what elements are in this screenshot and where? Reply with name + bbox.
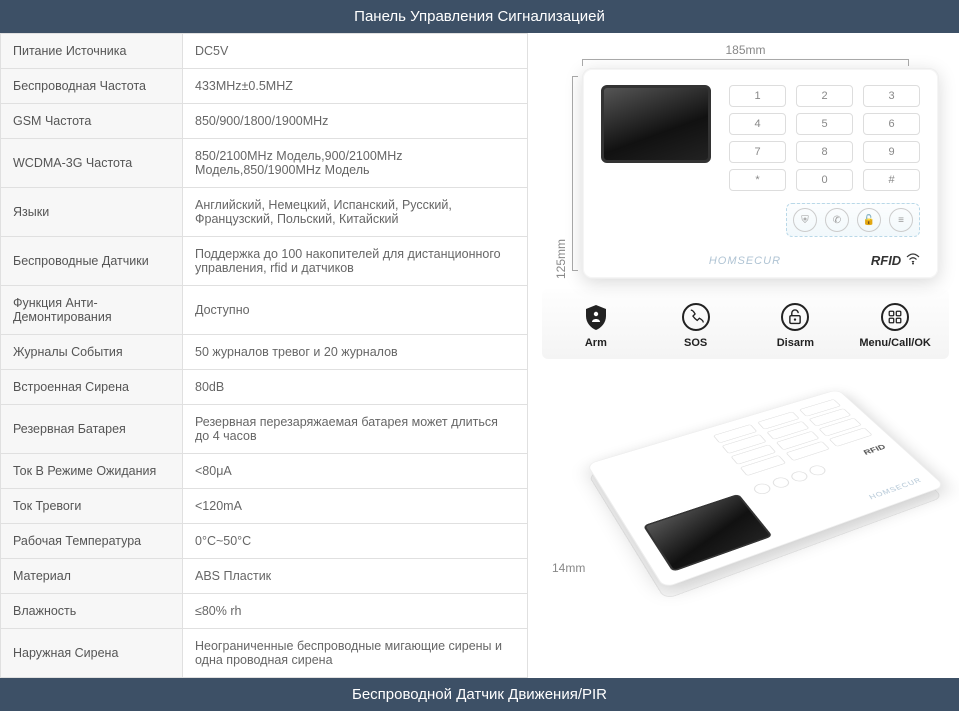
dimension-height: 125mm xyxy=(552,68,570,279)
table-row: Влажность≤80% rh xyxy=(1,594,528,629)
spec-key: Функция Анти-Демонтирования xyxy=(1,286,183,335)
table-row: Функция Анти-ДемонтированияДоступно xyxy=(1,286,528,335)
shield-icon xyxy=(582,303,610,331)
table-row: Ток Тревоги<120mA xyxy=(1,489,528,524)
spec-key: WCDMA-3G Частота xyxy=(1,139,183,188)
soft-keys-group: ⛨ ✆ 🔓 ≡ xyxy=(786,203,920,237)
softkey-menu-icon: ≡ xyxy=(889,208,913,232)
spec-value: Доступно xyxy=(183,286,528,335)
spec-key: Наружная Сирена xyxy=(1,629,183,678)
keypad-key: 9 xyxy=(863,141,920,163)
keypad-key: # xyxy=(863,169,920,191)
softkey-sos-icon: ✆ xyxy=(825,208,849,232)
spec-value: ABS Пластик xyxy=(183,559,528,594)
spec-value: Английский, Немецкий, Испанский, Русский… xyxy=(183,188,528,237)
disarm-icon xyxy=(781,303,809,331)
spec-value: Неограниченные беспроводные мигающие сир… xyxy=(183,629,528,678)
table-row: WCDMA-3G Частота850/2100MHz Модель,900/2… xyxy=(1,139,528,188)
feature-sos: SOS xyxy=(646,303,746,349)
keypad-key: 0 xyxy=(796,169,853,191)
spec-value: 850/2100MHz Модель,900/2100MHz Модель,85… xyxy=(183,139,528,188)
feature-disarm: Disarm xyxy=(746,303,846,349)
section-header-1: Панель Управления Сигнализацией xyxy=(0,0,959,33)
spec-value: ≤80% rh xyxy=(183,594,528,629)
table-row: GSM Частота850/900/1800/1900MHz xyxy=(1,104,528,139)
spec-key: Языки xyxy=(1,188,183,237)
feature-menu: Menu/Call/OK xyxy=(845,303,945,349)
device-angled-view: RFID HOMSECUR xyxy=(593,375,939,605)
table-row: ЯзыкиАнглийский, Немецкий, Испанский, Ру… xyxy=(1,188,528,237)
table-row: Журналы События50 журналов тревог и 20 ж… xyxy=(1,335,528,370)
sos-icon xyxy=(682,303,710,331)
spec-value: 433MHz±0.5MHZ xyxy=(183,69,528,104)
keypad-key: 1 xyxy=(729,85,786,107)
spec-value: 80dB xyxy=(183,370,528,405)
spec-key: Влажность xyxy=(1,594,183,629)
speaker-grille xyxy=(601,256,619,266)
menu-icon xyxy=(881,303,909,331)
feature-label: Menu/Call/OK xyxy=(845,337,945,349)
softkey-disarm-icon: 🔓 xyxy=(857,208,881,232)
keypad-key: * xyxy=(729,169,786,191)
spec-value: <120mA xyxy=(183,489,528,524)
spec-key: Журналы События xyxy=(1,335,183,370)
table-row: Рабочая Температура0°C~50°C xyxy=(1,524,528,559)
spec-key: Резервная Батарея xyxy=(1,405,183,454)
spec-key: Встроенная Сирена xyxy=(1,370,183,405)
spec-value: 0°C~50°C xyxy=(183,524,528,559)
content-row: Питание ИсточникаDC5VБеспроводная Частот… xyxy=(0,33,959,678)
feature-label: Disarm xyxy=(746,337,846,349)
keypad-key: 2 xyxy=(796,85,853,107)
section-header-2: Беспроводной Датчик Движения/PIR xyxy=(0,678,959,711)
wifi-icon xyxy=(906,253,920,268)
table-row: Наружная СиренаНеограниченные беспроводн… xyxy=(1,629,528,678)
table-row: Беспроводные ДатчикиПоддержка до 100 нак… xyxy=(1,237,528,286)
table-row: Беспроводная Частота433MHz±0.5MHZ xyxy=(1,69,528,104)
table-row: Питание ИсточникаDC5V xyxy=(1,34,528,69)
table-row: Резервная БатареяРезервная перезаряжаема… xyxy=(1,405,528,454)
spec-key: GSM Частота xyxy=(1,104,183,139)
spec-key: Беспроводная Частота xyxy=(1,69,183,104)
device-front-view: 123456789*0# ⛨ ✆ 🔓 ≡ H xyxy=(582,68,939,279)
brand-label: HOMSECUR xyxy=(709,255,781,267)
spec-value: Резервная перезаряжаемая батарея может д… xyxy=(183,405,528,454)
spec-value: <80μA xyxy=(183,454,528,489)
keypad-key: 7 xyxy=(729,141,786,163)
spec-value: 850/900/1800/1900MHz xyxy=(183,104,528,139)
spec-key: Рабочая Температура xyxy=(1,524,183,559)
spec-table: Питание ИсточникаDC5VБеспроводная Частот… xyxy=(0,33,528,678)
spec-value: DC5V xyxy=(183,34,528,69)
spec-value: 50 журналов тревог и 20 журналов xyxy=(183,335,528,370)
device-keypad: 123 456 789 * 0 # xyxy=(729,85,920,191)
rfid-label: RFID xyxy=(871,253,901,268)
device-screen xyxy=(601,85,711,163)
feature-icons-row: ArmSOSDisarmMenu/Call/OK xyxy=(542,289,949,359)
keypad-key: 3 xyxy=(863,85,920,107)
spec-value: Поддержка до 100 накопителей для дистанц… xyxy=(183,237,528,286)
spec-key: Питание Источника xyxy=(1,34,183,69)
product-images-panel: 185mm 125mm 123 456 789 * 0 # ⛨ ✆ 🔓 ≡ xyxy=(528,33,959,678)
spec-key: Материал xyxy=(1,559,183,594)
spec-key: Ток В Режиме Ожидания xyxy=(1,454,183,489)
table-row: МатериалABS Пластик xyxy=(1,559,528,594)
feature-shield: Arm xyxy=(546,303,646,349)
spec-key: Беспроводные Датчики xyxy=(1,237,183,286)
feature-label: Arm xyxy=(546,337,646,349)
table-row: Встроенная Сирена80dB xyxy=(1,370,528,405)
keypad-key: 4 xyxy=(729,113,786,135)
keypad-key: 5 xyxy=(796,113,853,135)
table-row: Ток В Режиме Ожидания<80μA xyxy=(1,454,528,489)
keypad-key: 8 xyxy=(796,141,853,163)
feature-label: SOS xyxy=(646,337,746,349)
dimension-depth: 14mm xyxy=(552,561,585,575)
rfid-label-2: RFID xyxy=(861,443,888,456)
dimension-width: 185mm xyxy=(552,43,939,66)
softkey-arm-icon: ⛨ xyxy=(793,208,817,232)
keypad-key: 6 xyxy=(863,113,920,135)
spec-key: Ток Тревоги xyxy=(1,489,183,524)
